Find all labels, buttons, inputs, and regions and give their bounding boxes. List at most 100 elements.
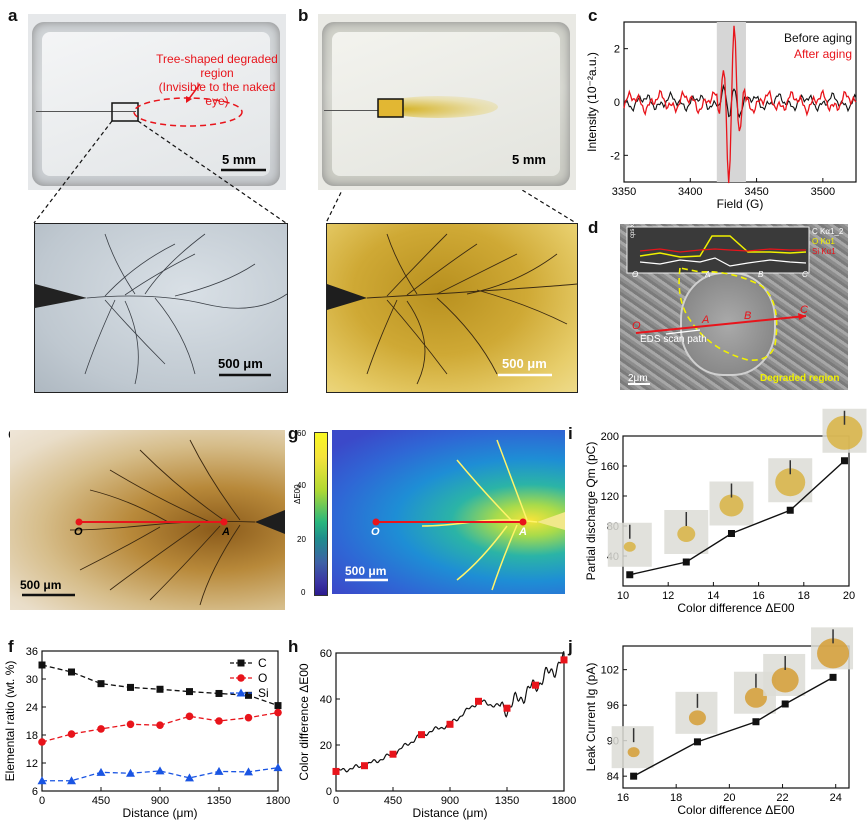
y-tick-label: 0 xyxy=(326,786,332,798)
point-c xyxy=(156,685,164,693)
y-tick-label: 18 xyxy=(26,730,38,742)
point-o xyxy=(244,713,253,722)
x-tick-label: 20 xyxy=(723,792,735,804)
y-axis-label: Color difference ΔE00 xyxy=(297,663,311,781)
data-point xyxy=(626,571,634,579)
point-c xyxy=(38,661,46,669)
chart-c: 3350 3400 3450 3500 -2 0 2 Field (G) Intensity (… xyxy=(585,21,857,211)
y-tick-label: 30 xyxy=(26,674,38,686)
y-tick-label: 36 xyxy=(26,646,38,658)
x-tick-label: 18 xyxy=(670,792,682,804)
point-o xyxy=(38,738,46,746)
d-inset-point-b: B xyxy=(758,270,764,279)
inset-tree xyxy=(826,415,863,450)
point-o xyxy=(156,721,164,729)
point-si xyxy=(96,767,106,776)
x-axis-label: Distance (μm) xyxy=(413,806,488,820)
y-tick-label: 102 xyxy=(601,665,619,677)
x-axis-label: Distance (μm) xyxy=(123,806,198,820)
inset-tree xyxy=(775,468,806,497)
legend-label-c: C xyxy=(258,656,267,670)
y-tick-label: 60 xyxy=(320,648,332,660)
x-tick-label: 900 xyxy=(441,795,459,807)
annotation-line2: (Invisible to the naked eye) xyxy=(158,80,276,108)
scalebar-a-zoom: 500 μm xyxy=(218,356,263,371)
x-tick-label: 16 xyxy=(617,792,629,804)
marker-point xyxy=(361,762,368,770)
series-after-aging xyxy=(623,25,857,184)
series-line-c xyxy=(41,664,279,707)
x-tick-label: 16 xyxy=(752,590,764,602)
d-legend-o: O Kα1 xyxy=(812,237,835,246)
panel-label-c: c xyxy=(588,6,598,25)
marker-point xyxy=(389,750,397,758)
photo-b-sample xyxy=(318,14,576,190)
panel-label-h: h xyxy=(288,637,299,656)
point-si xyxy=(214,766,224,775)
x-tick-label: 22 xyxy=(776,792,788,804)
x-tick-label: 14 xyxy=(707,590,719,602)
x-tick-label: 20 xyxy=(843,590,855,602)
y-tick-label: 84 xyxy=(607,771,619,783)
d-inset-point-a: A xyxy=(705,270,711,279)
y-tick-label: 20 xyxy=(320,740,332,752)
g-colorbar xyxy=(314,432,328,596)
point-c xyxy=(68,668,75,676)
d-inset-point-c: C xyxy=(802,270,808,279)
x-tick-label: 3500 xyxy=(811,186,835,198)
point-o xyxy=(97,725,105,733)
x-tick-label: 0 xyxy=(39,795,45,807)
series-before-aging xyxy=(623,83,857,119)
y-tick-label: 2 xyxy=(614,44,620,56)
point-c xyxy=(127,683,134,691)
chart-f: 0 450 900 1350 1800 6 12 18 24 30 36 Distance (μm) E… xyxy=(3,646,290,820)
inset-thumbnail xyxy=(611,726,654,769)
d-point-c: C xyxy=(800,304,808,316)
tree-pattern-b xyxy=(327,233,577,385)
data-point xyxy=(630,772,638,780)
chart-h: 0 450 900 1350 1800 0 20 40 60 Distance (μm) Color… xyxy=(297,648,576,820)
y-tick-label: -2 xyxy=(610,150,620,162)
chart-j: 1618202224849096102Color difference ΔE00… xyxy=(584,627,854,817)
marker-point xyxy=(418,731,425,739)
legend-marker-c xyxy=(237,659,245,667)
y-axis-label: Elemental ratio (wt. %) xyxy=(3,661,17,782)
legend-marker-si xyxy=(236,688,246,697)
series-color-difference xyxy=(335,650,565,773)
legend-label-si: Si xyxy=(258,686,269,700)
d-legend-si: Si Kα1 xyxy=(812,247,836,256)
d-inset-point-o: O xyxy=(632,270,639,279)
photo-a-zoom xyxy=(34,223,288,393)
y-tick-label: 40 xyxy=(320,694,332,706)
point-si xyxy=(126,768,135,777)
d-eds-label: EDS scan path xyxy=(640,334,707,345)
marker-point xyxy=(503,704,511,712)
y-tick-label: 24 xyxy=(26,702,38,714)
scalebar-a-top: 5 mm xyxy=(222,152,256,167)
x-tick-label: 3350 xyxy=(612,186,636,198)
x-axis-label: Color difference ΔE00 xyxy=(677,601,795,615)
x-axis-label: Color difference ΔE00 xyxy=(677,803,795,817)
point-si xyxy=(244,767,253,776)
panel-label-g: g xyxy=(288,424,299,443)
inset-tree xyxy=(719,494,744,517)
scalebar-b-zoom: 500 μm xyxy=(502,356,547,371)
g-cb-tick-60: 60 xyxy=(297,429,306,438)
marker-point xyxy=(475,697,482,705)
y-tick-label: 12 xyxy=(26,758,38,770)
marker-point xyxy=(446,720,454,728)
x-tick-label: 12 xyxy=(662,590,674,602)
plot-frame xyxy=(622,645,850,789)
data-point xyxy=(829,673,837,681)
y-tick-label: 96 xyxy=(607,700,619,712)
point-o xyxy=(67,730,76,738)
point-si xyxy=(155,766,165,775)
photo-e-tree xyxy=(10,430,285,610)
d-region-label: Degraded region xyxy=(760,373,840,384)
y-tick-label: 160 xyxy=(601,461,619,473)
annotation-degraded-region: Tree-shaped degraded region (Invisible t… xyxy=(152,52,282,108)
x-tick-label: 450 xyxy=(384,795,402,807)
